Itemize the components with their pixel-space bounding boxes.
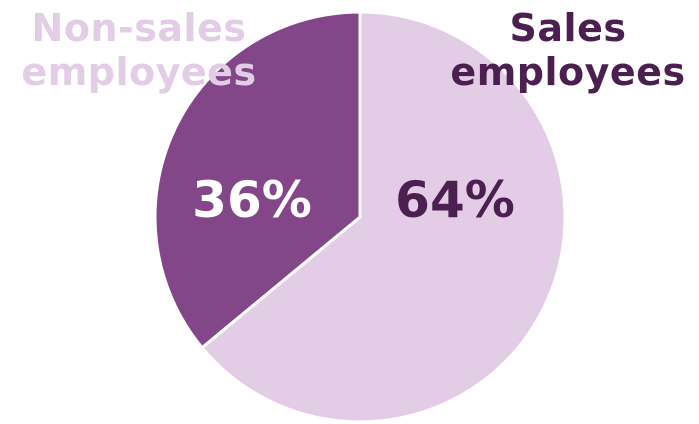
pie-data-labels: 64% 36% xyxy=(192,171,515,229)
sales-label-line-2: employees xyxy=(450,50,686,94)
non-sales-label-line-1: Non-sales xyxy=(31,6,247,50)
non-sales-slice xyxy=(153,10,362,350)
non-sales-category-label: Non-sales employees xyxy=(8,6,270,94)
sales-slice xyxy=(200,10,567,424)
pie-slices xyxy=(153,10,567,424)
non-sales-data-label: 36% xyxy=(192,171,312,229)
sales-label-line-1: Sales xyxy=(509,6,627,50)
sales-category-label: Sales employees xyxy=(440,6,696,94)
non-sales-label-line-2: employees xyxy=(21,50,257,94)
sales-data-label: 64% xyxy=(395,171,515,229)
